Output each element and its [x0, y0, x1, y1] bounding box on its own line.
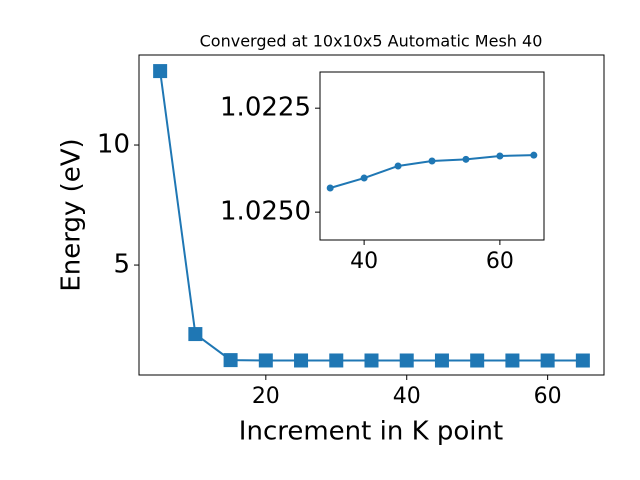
marker: [153, 64, 168, 79]
marker: [540, 353, 555, 368]
y-tick-label: 10: [97, 130, 130, 160]
x-tick-label: 40: [393, 384, 421, 409]
y-tick-label: 5: [113, 250, 130, 280]
marker: [258, 353, 273, 368]
marker: [434, 353, 449, 368]
x-tick-label: 60: [534, 384, 562, 409]
y-tick-label: 1.0250: [220, 197, 311, 227]
y-axis-label: Energy (eV): [57, 138, 87, 291]
marker: [428, 157, 436, 165]
chart-title: Converged at 10x10x5 Automatic Mesh 40: [200, 32, 543, 51]
marker: [462, 155, 470, 163]
x-tick-label: 40: [350, 249, 378, 274]
marker: [223, 353, 238, 368]
marker: [530, 151, 538, 159]
marker: [394, 162, 402, 170]
x-axis-label: Increment in K point: [239, 417, 503, 447]
y-tick-label: 1.0225: [220, 93, 311, 123]
marker: [188, 327, 203, 342]
marker: [329, 353, 344, 368]
x-tick-label: 20: [252, 384, 280, 409]
marker: [496, 152, 504, 160]
marker: [326, 184, 334, 192]
marker: [399, 353, 414, 368]
marker: [575, 353, 590, 368]
marker: [364, 353, 379, 368]
marker: [360, 174, 368, 182]
marker: [470, 353, 485, 368]
x-tick-label: 60: [486, 249, 514, 274]
marker: [294, 353, 309, 368]
marker: [505, 353, 520, 368]
